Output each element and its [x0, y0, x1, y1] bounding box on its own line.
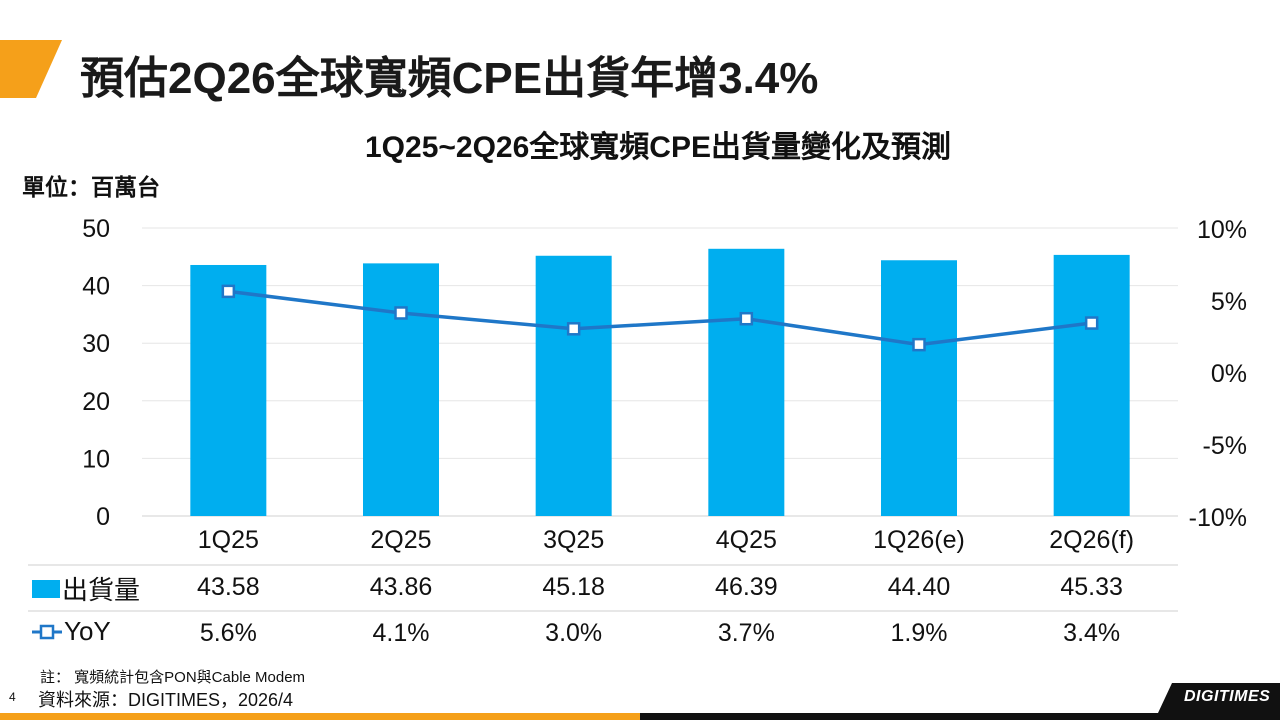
- yoy-value-label: 3.4%: [1063, 619, 1120, 647]
- shipment-value-label: 46.39: [715, 573, 778, 601]
- left-axis-tick-label: 30: [82, 330, 110, 358]
- right-axis-tick-label: 5%: [1211, 288, 1247, 316]
- footer-bar-orange: [0, 713, 640, 720]
- legend-shipments-label: 出貨量: [62, 575, 141, 605]
- chart-title: 1Q25~2Q26全球寬頻CPE出貨量變化及預測: [365, 131, 951, 164]
- bar-4q25: [708, 248, 785, 517]
- legend-yoy: YoY: [32, 616, 111, 647]
- page-number: 4: [9, 690, 16, 704]
- right-axis-tick-label: 0%: [1211, 360, 1247, 388]
- source-note: 資料來源：DIGITIMES，2026/4: [38, 690, 294, 710]
- right-axis-tick-label: -5%: [1203, 432, 1247, 460]
- digitimes-logo: DIGITIMES: [1184, 688, 1271, 705]
- yoy-point: [1084, 316, 1099, 330]
- right-axis-tick-label: 10%: [1197, 216, 1247, 244]
- legend-shipments: 出貨量: [32, 570, 140, 607]
- category-label: 1Q25: [198, 526, 259, 554]
- title-accent-shape: [0, 40, 62, 98]
- yoy-value-label: 5.6%: [200, 619, 257, 647]
- category-label: 1Q26(e): [873, 526, 965, 554]
- bar-3q25: [535, 255, 612, 517]
- category-label: 3Q25: [543, 526, 604, 554]
- yoy-point: [394, 306, 408, 320]
- yoy-value-label: 3.7%: [718, 619, 775, 647]
- bar-1q25: [190, 264, 267, 516]
- legend-bar-swatch: [32, 579, 60, 598]
- left-axis-tick-label: 20: [82, 388, 110, 416]
- shipment-value-label: 43.58: [197, 573, 260, 601]
- shipment-value-label: 43.86: [370, 573, 433, 601]
- unit-label: 單位：百萬台: [22, 174, 160, 200]
- yoy-line: [228, 289, 1092, 347]
- logo-band: [1158, 683, 1280, 713]
- bar-2q25: [363, 263, 439, 516]
- shipment-value-label: 44.40: [888, 573, 951, 601]
- footer-bar-black: [640, 713, 1280, 720]
- bar-1q26e: [881, 260, 957, 516]
- bar-2q26f: [1053, 254, 1130, 516]
- category-label: 4Q25: [716, 526, 777, 554]
- category-label: 2Q25: [370, 526, 431, 554]
- left-axis-tick-label: 40: [82, 273, 110, 301]
- yoy-value-label: 4.1%: [373, 619, 430, 647]
- left-axis-tick-label: 10: [82, 445, 110, 473]
- shipment-value-label: 45.33: [1060, 573, 1123, 601]
- legend-yoy-label: YoY: [64, 616, 111, 646]
- yoy-point: [221, 284, 236, 299]
- footnote: 註： 寬頻統計包含PON與Cable Modem: [40, 669, 306, 686]
- category-label: 2Q26(f): [1049, 526, 1134, 554]
- yoy-value-label: 3.0%: [545, 619, 602, 647]
- legend-line-marker-icon: [32, 624, 62, 639]
- yoy-value-label: 1.9%: [891, 619, 948, 647]
- yoy-point: [912, 337, 926, 352]
- yoy-point: [566, 322, 581, 336]
- right-axis-tick-label: -10%: [1189, 504, 1247, 532]
- left-axis-tick-label: 50: [82, 215, 110, 243]
- shipment-value-label: 45.18: [542, 573, 605, 601]
- left-axis-tick-label: 0: [96, 503, 110, 531]
- slide-title: 預估2Q26全球寬頻CPE出貨年增3.4%: [80, 54, 819, 103]
- yoy-point: [739, 311, 754, 326]
